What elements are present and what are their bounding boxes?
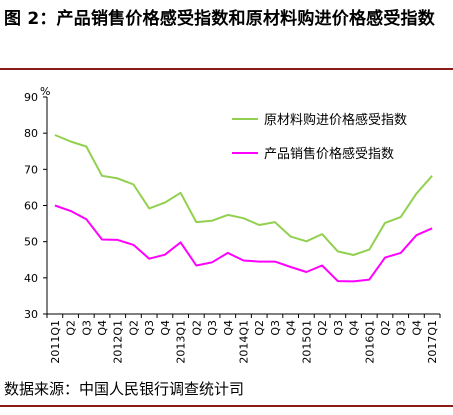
bottom-divider <box>0 405 453 407</box>
x-tick-label: Q2 <box>190 320 203 336</box>
x-tick-label: Q3 <box>80 320 93 336</box>
figure-source: 数据来源：中国人民银行调查统计司 <box>4 380 245 398</box>
x-tick-label: Q4 <box>159 320 172 336</box>
x-tick-label: Q2 <box>379 320 392 336</box>
y-tick-label: 50 <box>24 236 38 249</box>
x-tick-label: Q4 <box>96 320 109 336</box>
x-tick-label: Q4 <box>222 320 235 336</box>
chart-lines <box>54 134 433 283</box>
x-tick-label: Q2 <box>65 320 78 336</box>
x-tick-label: Q3 <box>269 320 282 336</box>
y-tick-label: 80 <box>24 127 38 140</box>
x-tick-label: Q4 <box>285 320 298 336</box>
x-tick-label: Q2 <box>127 320 140 336</box>
x-tick-label: Q4 <box>410 320 423 336</box>
x-tick-label: Q2 <box>253 320 266 336</box>
x-tick-label: 2011Q1 <box>49 320 62 364</box>
chart-axes <box>46 97 440 315</box>
title-divider <box>0 68 453 70</box>
y-axis-unit: % <box>40 85 50 98</box>
y-tick-label: 70 <box>24 163 38 176</box>
legend-label-0: 原材料购进价格感受指数 <box>264 112 407 128</box>
x-tick-label: Q3 <box>206 320 219 336</box>
y-tick-label: 60 <box>24 200 38 213</box>
x-tick-label: 2012Q1 <box>112 320 125 364</box>
x-tick-label: Q2 <box>316 320 329 336</box>
y-tick-label: 40 <box>24 272 38 285</box>
x-axis-ticks: 2011Q1 Q2 Q3 Q4 2012Q1 Q2 Q3 Q4 2013Q1 Q2 Q3 Q4 2014… <box>46 314 441 364</box>
y-tick-label: 30 <box>24 308 38 321</box>
x-tick-label: Q4 <box>348 320 361 336</box>
legend-label-1: 产品销售价格感受指数 <box>264 146 394 162</box>
x-tick-label: 2015Q1 <box>300 320 313 364</box>
x-tick-label: Q3 <box>143 320 156 336</box>
x-tick-label: 2014Q1 <box>238 320 251 364</box>
x-tick-label: 2017Q1 <box>426 320 439 364</box>
series-line-0 <box>54 134 433 256</box>
series-line-1 <box>54 204 433 283</box>
x-tick-label: 2013Q1 <box>175 320 188 364</box>
x-tick-label: Q3 <box>332 320 345 336</box>
figure-title: 图 2：产品销售价格感受指数和原材料购进价格感受指数 <box>4 9 435 29</box>
y-tick-label: 90 <box>24 91 38 104</box>
x-tick-label: Q3 <box>395 320 408 336</box>
x-tick-label: 2016Q1 <box>363 320 376 364</box>
y-axis-ticks: 30 40 50 60 70 80 90% <box>24 85 50 321</box>
